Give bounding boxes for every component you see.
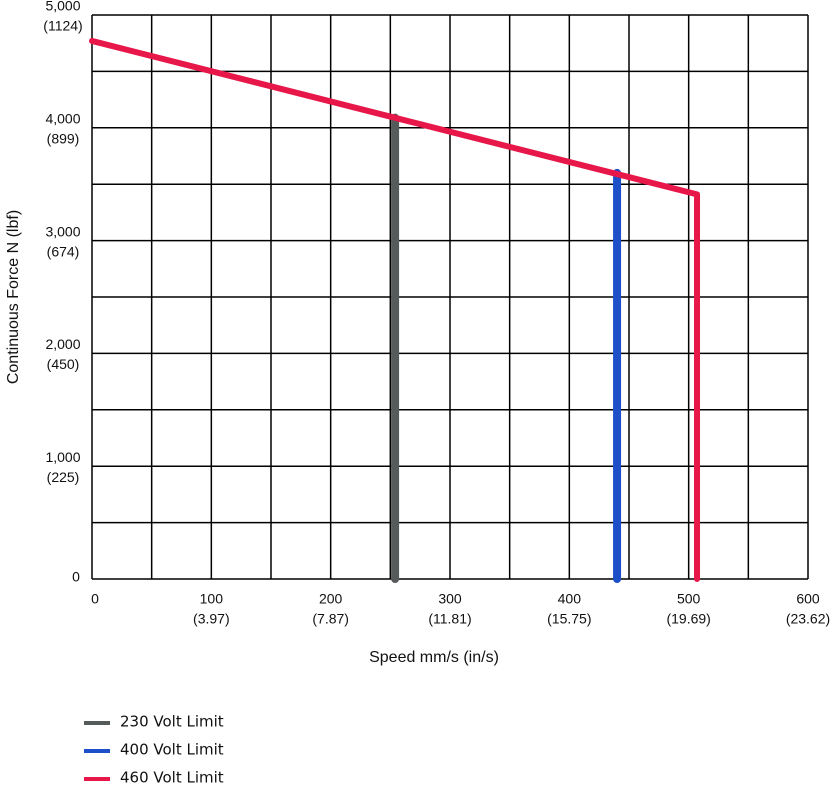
y-tick-alt-label: (225) <box>47 469 80 485</box>
y-tick-label: 5,000 <box>45 0 80 14</box>
x-tick-alt-label: (11.81) <box>428 611 471 627</box>
x-tick-label: 200 <box>319 591 343 607</box>
y-tick-alt-label: (674) <box>47 243 80 259</box>
y-tick-label: 4,000 <box>45 111 80 127</box>
series-line <box>89 37 701 582</box>
legend-label: 460 Volt Limit <box>120 769 224 787</box>
x-tick-alt-label: (15.75) <box>547 611 591 627</box>
y-tick-label: 2,000 <box>45 336 80 352</box>
y-tick-alt-label: (1124) <box>43 18 82 34</box>
y-tick-label: 0 <box>72 569 80 585</box>
y-tick-label: 3,000 <box>45 223 80 239</box>
x-tick-alt-label: (23.62) <box>786 611 830 627</box>
x-tick-label: 0 <box>91 591 99 607</box>
x-tick-alt-label: (19.69) <box>666 611 710 627</box>
legend-label: 400 Volt Limit <box>120 741 224 759</box>
x-tick-alt-label: (3.97) <box>193 611 230 627</box>
x-tick-label: 500 <box>677 591 701 607</box>
x-tick-label: 100 <box>200 591 224 607</box>
y-tick-alt-label: (450) <box>47 356 80 372</box>
y-axis-label: Continuous Force N (lbf) <box>5 210 22 384</box>
y-tick-label: 1,000 <box>45 449 80 465</box>
x-axis-label: Speed mm/s (in/s) <box>369 649 499 666</box>
x-tick-alt-label: (7.87) <box>312 611 349 627</box>
legend-label: 230 Volt Limit <box>120 713 224 731</box>
x-tick-label: 400 <box>558 591 582 607</box>
y-tick-alt-label: (899) <box>47 131 80 147</box>
x-tick-label: 300 <box>438 591 462 607</box>
x-tick-label: 600 <box>796 591 820 607</box>
